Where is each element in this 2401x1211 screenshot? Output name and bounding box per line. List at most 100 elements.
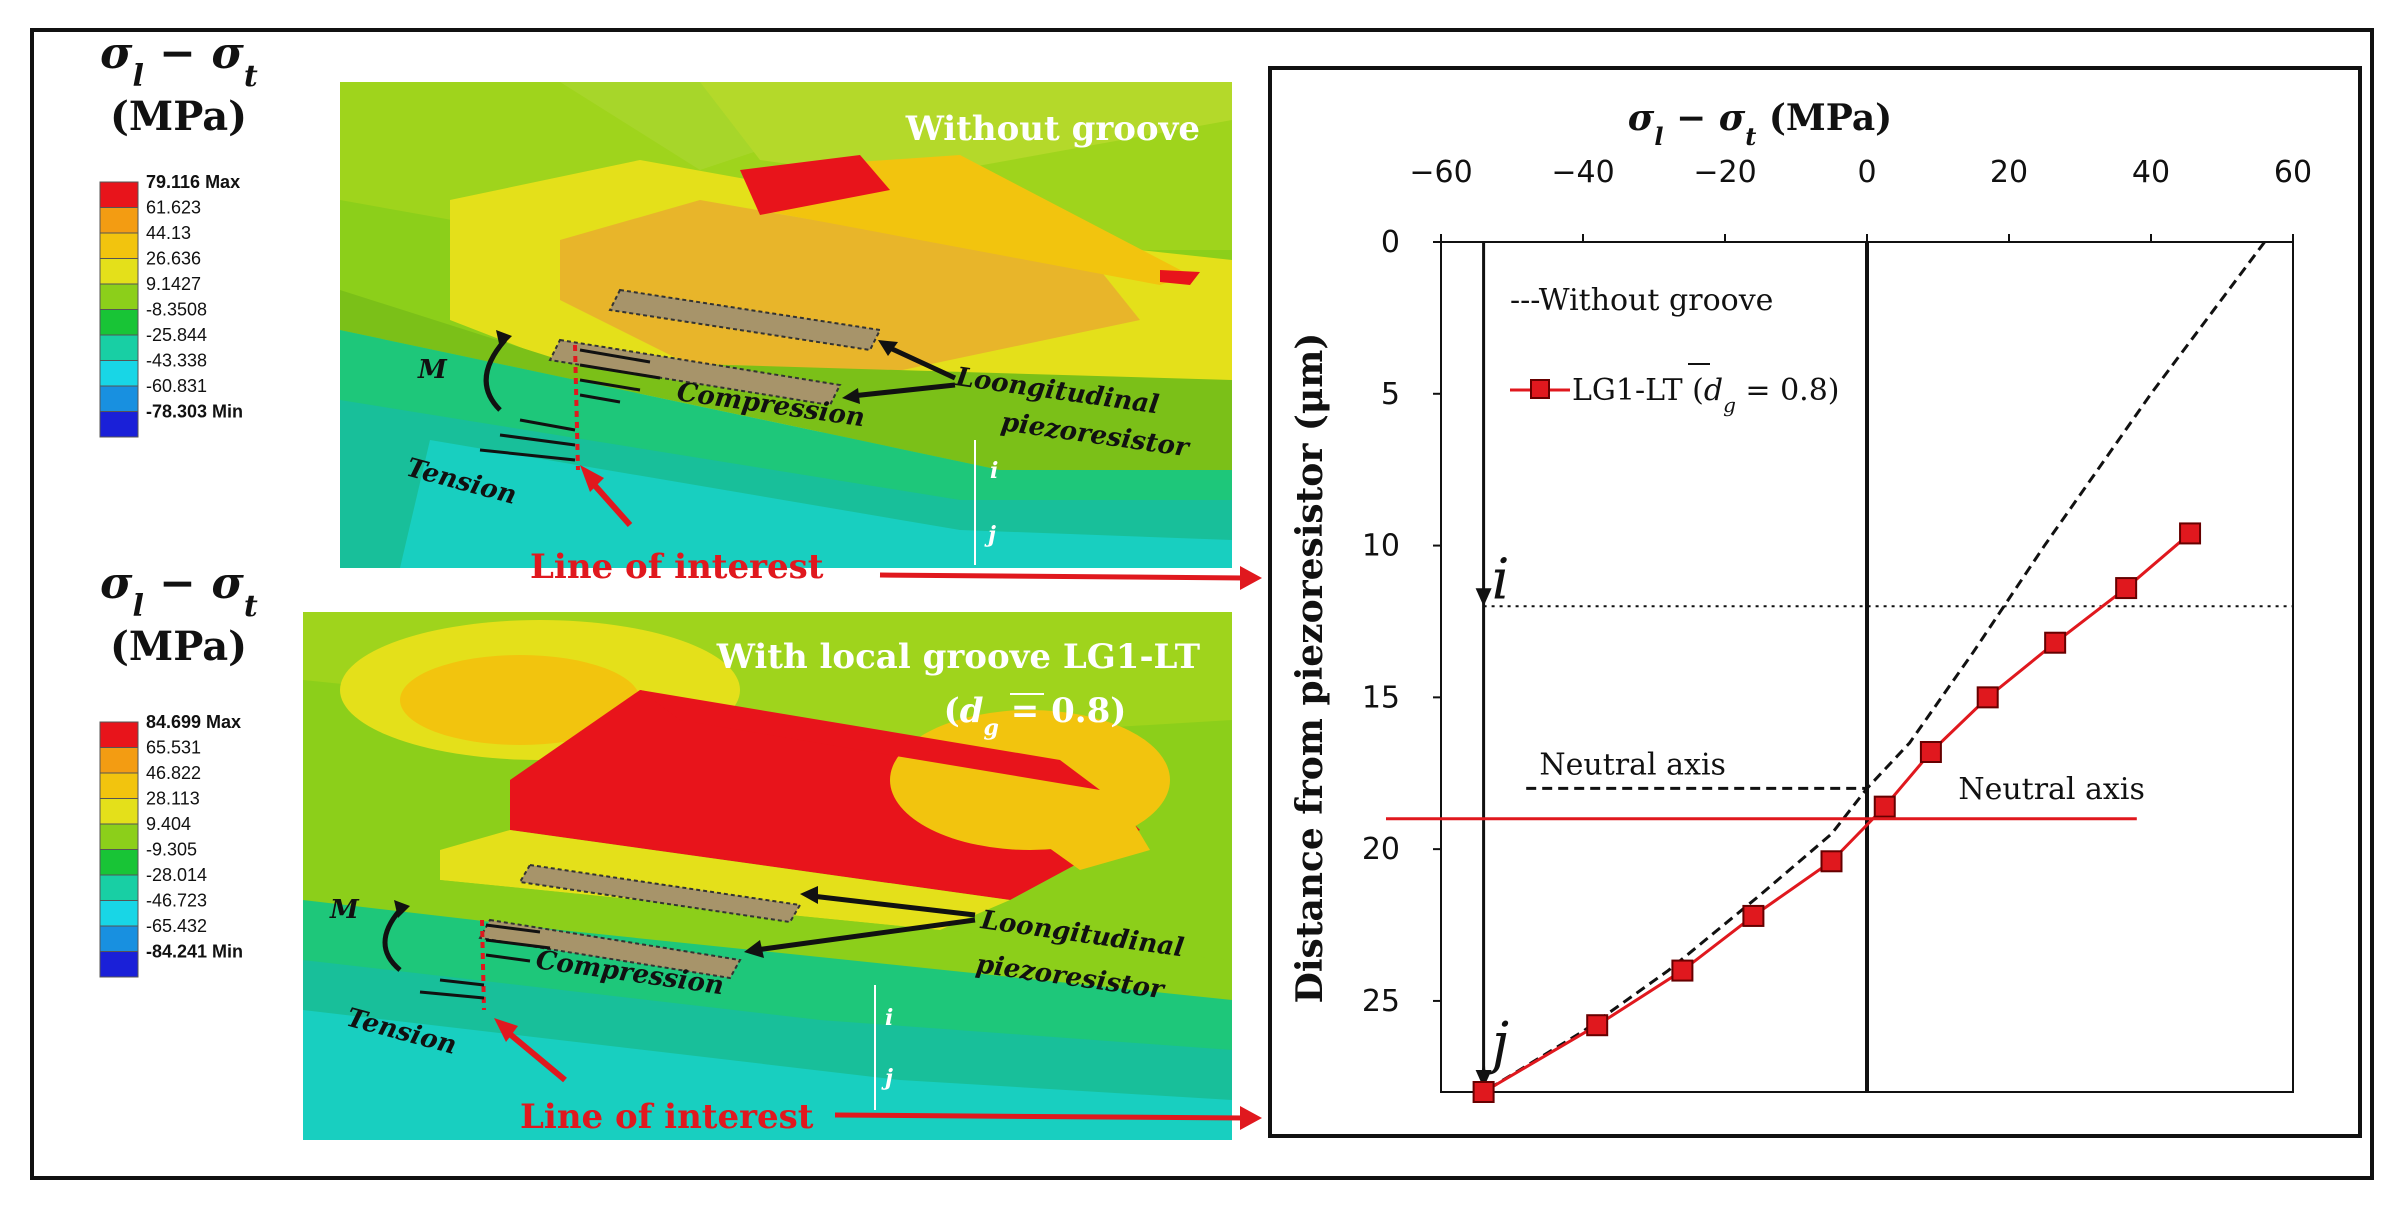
colorbar-label: 9.404 xyxy=(146,814,191,834)
colorbar-swatch xyxy=(99,951,139,978)
x-tick-label: −60 xyxy=(1409,155,1472,190)
legend-top-unit: (MPa) xyxy=(110,93,247,140)
series-lg1-point xyxy=(1472,1081,1495,1103)
i-arrowhead xyxy=(1475,588,1492,607)
panel-bottom-moment: M xyxy=(329,895,360,925)
colorbar-swatch xyxy=(99,309,139,336)
colorbar-swatch xyxy=(99,283,139,310)
colorbar-label: -78.303 Min xyxy=(146,402,243,422)
y-tick-label: 15 xyxy=(1362,680,1400,715)
colorbar-swatch xyxy=(99,232,139,259)
neutral-axis-black-label: Neutral axis xyxy=(1539,747,1726,782)
panel-bottom-title-line1: With local groove LG1-LT xyxy=(716,637,1200,677)
panel-top-i: i xyxy=(990,458,998,484)
colorbar-label: -25.844 xyxy=(146,325,207,345)
panel-top-title: Without groove xyxy=(905,109,1200,149)
colorbar-label: -84.241 Min xyxy=(146,942,243,962)
legend-bottom: σl − σt (MPa) 84.699 Max 65.531 46.822 28.1… xyxy=(99,558,258,978)
colorbar-label: 61.623 xyxy=(146,198,201,218)
series-lg1-point xyxy=(2179,522,2202,545)
chart-frame xyxy=(1268,66,2362,1138)
colorbar-swatch xyxy=(99,411,139,438)
colorbar-label: -9.305 xyxy=(146,840,197,860)
colorbar-label: 46.822 xyxy=(146,763,201,783)
y-tick-label: 10 xyxy=(1362,529,1400,564)
panel-bottom-i: i xyxy=(885,1005,893,1031)
colorbar-swatch xyxy=(99,747,139,774)
legend-bottom-unit: (MPa) xyxy=(110,623,247,670)
chart-y-axis-title: Distance from piezoresistor (μm) xyxy=(1289,333,1331,1004)
colorbar-swatch xyxy=(99,207,139,234)
colorbar-label: -46.723 xyxy=(146,891,207,911)
colorbar-label: 44.13 xyxy=(146,223,191,243)
series-lg1-point xyxy=(2044,631,2067,654)
chart-legend-marker-lg1 xyxy=(1530,379,1550,399)
chart-legend: ---Without groove LG1-LT (dg = 0.8) xyxy=(1510,283,1840,417)
panel-bottom-simulation: With local groove LG1-LT (dg = 0.8) M Co… xyxy=(303,612,1262,1140)
colorbar-swatch xyxy=(99,874,139,901)
colorbar-swatch xyxy=(99,385,139,412)
figure-frame xyxy=(30,28,2374,1180)
colorbar-swatch xyxy=(99,900,139,927)
legend-bottom-colorbar: 84.699 Max 65.531 46.822 28.113 9.404 -9.305 -… xyxy=(99,712,243,978)
colorbar-swatch xyxy=(99,925,139,952)
colorbar-swatch xyxy=(99,823,139,850)
chart-panel: σl − σt (MPa) Distance from piezoresisto… xyxy=(1268,66,2362,1138)
i-label: i xyxy=(1492,547,1510,612)
colorbar-swatch xyxy=(99,849,139,876)
colorbar-label: -28.014 xyxy=(146,865,207,885)
panel-bottom-title-line2: (dg = 0.8) xyxy=(944,691,1127,741)
x-tick-label: 60 xyxy=(2274,155,2312,190)
series-lg1-point xyxy=(1919,741,1942,763)
series-lg1-point xyxy=(1820,850,1843,873)
colorbar-swatch xyxy=(99,721,139,748)
x-tick-label: −20 xyxy=(1693,155,1756,190)
colorbar-label: 79.116 Max xyxy=(146,172,240,192)
x-tick-label: 20 xyxy=(1990,155,2028,190)
colorbar-swatch xyxy=(99,772,139,799)
legend-top-symbol: σl − σt xyxy=(100,28,258,94)
colorbar-label: 9.1427 xyxy=(146,274,201,294)
chart-ticks: −60 −40 −20 0 20 40 60 0 5 10 15 20 25 xyxy=(1362,155,2312,1019)
colorbar-label: 65.531 xyxy=(146,738,201,758)
legend-top-colorbar: 79.116 Max 61.623 44.13 26.636 9.1427 -8.3508… xyxy=(99,172,243,438)
chart-legend-entry-lg1: LG1-LT (dg = 0.8) xyxy=(1572,373,1840,417)
panel-top-simulation: Without groove M Compression Tension Loo… xyxy=(340,82,1262,590)
series-lg1-point xyxy=(1873,795,1896,818)
y-tick-label: 0 xyxy=(1381,225,1400,260)
colorbar-label: -65.432 xyxy=(146,916,207,936)
series-lg1-point xyxy=(1976,686,1999,709)
series-lg1-point xyxy=(1586,1014,1609,1037)
y-tick-label: 25 xyxy=(1362,984,1400,1019)
colorbar-swatch xyxy=(99,334,139,361)
series-lg1-point xyxy=(1742,904,1765,927)
x-tick-label: −40 xyxy=(1551,155,1614,190)
x-tick-label: 40 xyxy=(2132,155,2170,190)
colorbar-label: -43.338 xyxy=(146,351,207,371)
colorbar-label: 84.699 Max xyxy=(146,712,241,732)
chart-x-axis-title: σl − σt (MPa) xyxy=(1628,97,1892,151)
x-tick-label: 0 xyxy=(1857,155,1876,190)
y-tick-label: 20 xyxy=(1362,832,1400,867)
j-arrowhead xyxy=(1475,1070,1492,1088)
colorbar-label: -60.831 xyxy=(146,376,207,396)
colorbar-label: -8.3508 xyxy=(146,300,207,320)
colorbar-swatch xyxy=(99,181,139,208)
colorbar-swatch xyxy=(99,360,139,387)
colorbar-swatch xyxy=(99,798,139,825)
colorbar-label: 26.636 xyxy=(146,249,201,269)
legend-bottom-symbol: σl − σt xyxy=(100,558,258,624)
colorbar-label: 28.113 xyxy=(146,789,200,809)
legend-top: σl − σt (MPa) 79.116 Max 61.623 44.13 26.63… xyxy=(99,28,258,438)
panel-top-line-of-interest: Line of interest xyxy=(530,547,824,587)
series-lg1-point xyxy=(2115,577,2138,600)
series-lg1-point xyxy=(1671,959,1694,982)
panel-bottom-line-of-interest: Line of interest xyxy=(520,1097,814,1137)
chart-gridlines xyxy=(1475,242,2293,1092)
colorbar-swatch xyxy=(99,258,139,285)
neutral-axis-red-label: Neutral axis xyxy=(1958,772,2145,807)
y-tick-label: 5 xyxy=(1381,377,1400,412)
panel-top-moment: M xyxy=(417,355,448,385)
